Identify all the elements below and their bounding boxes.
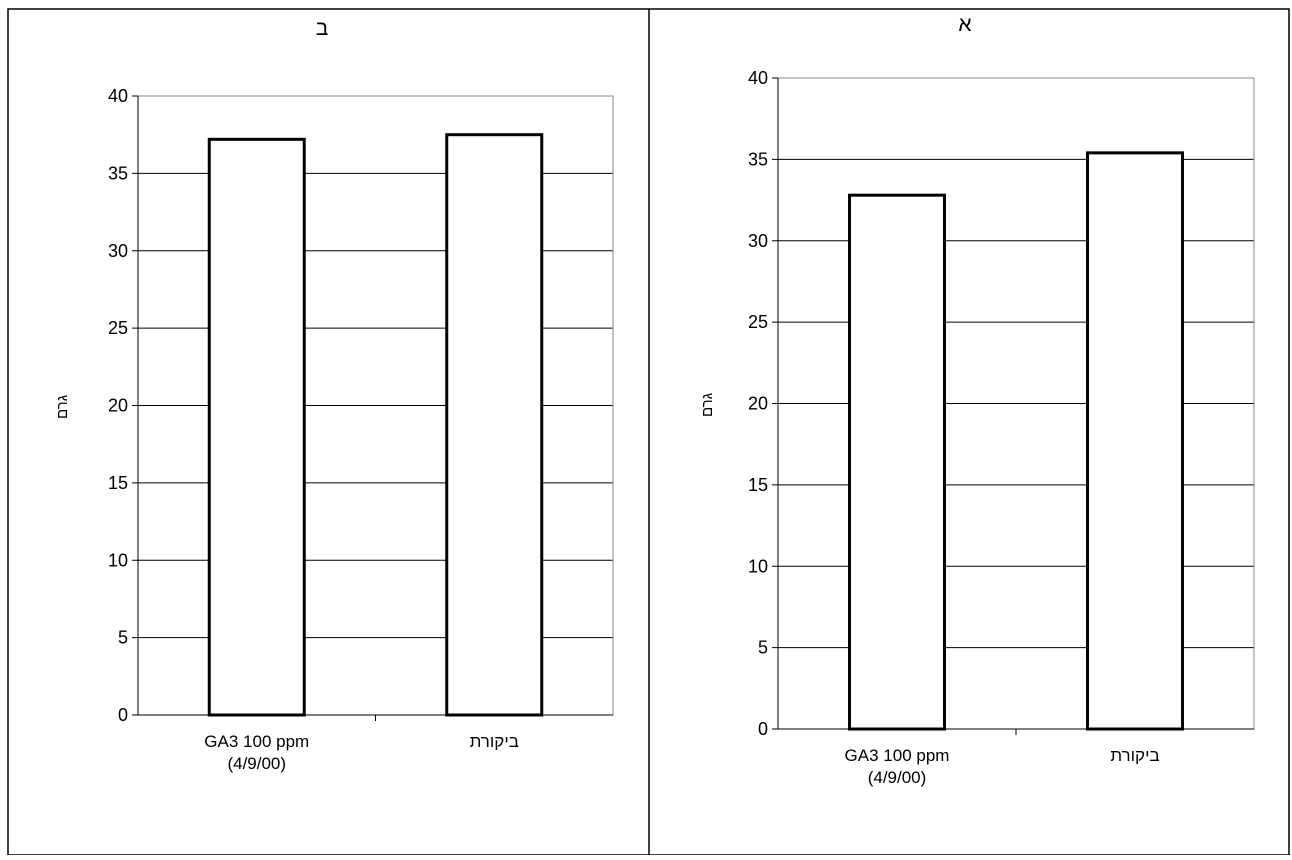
bar xyxy=(848,193,946,731)
panel-label: ב xyxy=(316,17,329,40)
y-tick-label: 10 xyxy=(108,550,128,570)
y-tick-label: 5 xyxy=(118,628,128,648)
x-tick-label: ביקורת xyxy=(1110,746,1159,765)
x-tick-label: (4/9/00) xyxy=(868,768,927,787)
x-tick-label: GA3 100 ppm xyxy=(204,732,309,751)
y-tick-label: 25 xyxy=(748,312,768,332)
axes xyxy=(772,77,1255,735)
y-tick-label: 20 xyxy=(748,394,768,414)
bars xyxy=(207,133,544,717)
y-tick-label: 15 xyxy=(748,475,768,495)
y-tick-label: 35 xyxy=(748,149,768,169)
axes xyxy=(132,95,614,721)
y-tick-label: 40 xyxy=(748,68,768,88)
y-tick-label: 25 xyxy=(108,318,128,338)
bar xyxy=(445,133,544,717)
bar xyxy=(1086,151,1184,731)
x-tick-labels: GA3 100 ppm (4/9/00) ביקורת xyxy=(845,746,1160,787)
bars xyxy=(848,151,1184,731)
x-tick-label: (4/9/00) xyxy=(227,754,286,773)
y-tick-labels: 0 5 10 15 20 25 30 35 40 xyxy=(108,86,128,725)
y-tick-label: 5 xyxy=(758,638,768,658)
y-tick-label: 30 xyxy=(108,241,128,261)
y-tick-label: 30 xyxy=(748,231,768,251)
chart-panel-b: ב גרם 0 5 10 15 20 25 30 35 40 GA3 100 ppm (4/9/0… xyxy=(54,17,614,773)
y-tick-label: 0 xyxy=(118,705,128,725)
y-tick-label: 20 xyxy=(108,396,128,416)
y-axis-label: גרם xyxy=(699,393,716,417)
y-tick-label: 0 xyxy=(758,719,768,739)
y-tick-label: 35 xyxy=(108,163,128,183)
x-tick-labels: GA3 100 ppm (4/9/00) ביקורת xyxy=(204,732,519,773)
y-tick-label: 10 xyxy=(748,556,768,576)
y-axis-label: גרם xyxy=(54,395,71,419)
chart-panel-a: א גרם 0 5 10 15 20 25 30 35 40 GA3 100 ppm (4/9/0… xyxy=(699,13,1255,787)
x-tick-label: GA3 100 ppm xyxy=(845,746,950,765)
panel-label: א xyxy=(958,13,971,36)
x-tick-label: ביקורת xyxy=(470,732,519,751)
bar xyxy=(207,137,306,717)
y-tick-labels: 0 5 10 15 20 25 30 35 40 xyxy=(748,68,768,739)
y-tick-label: 40 xyxy=(108,86,128,106)
y-tick-label: 15 xyxy=(108,473,128,493)
